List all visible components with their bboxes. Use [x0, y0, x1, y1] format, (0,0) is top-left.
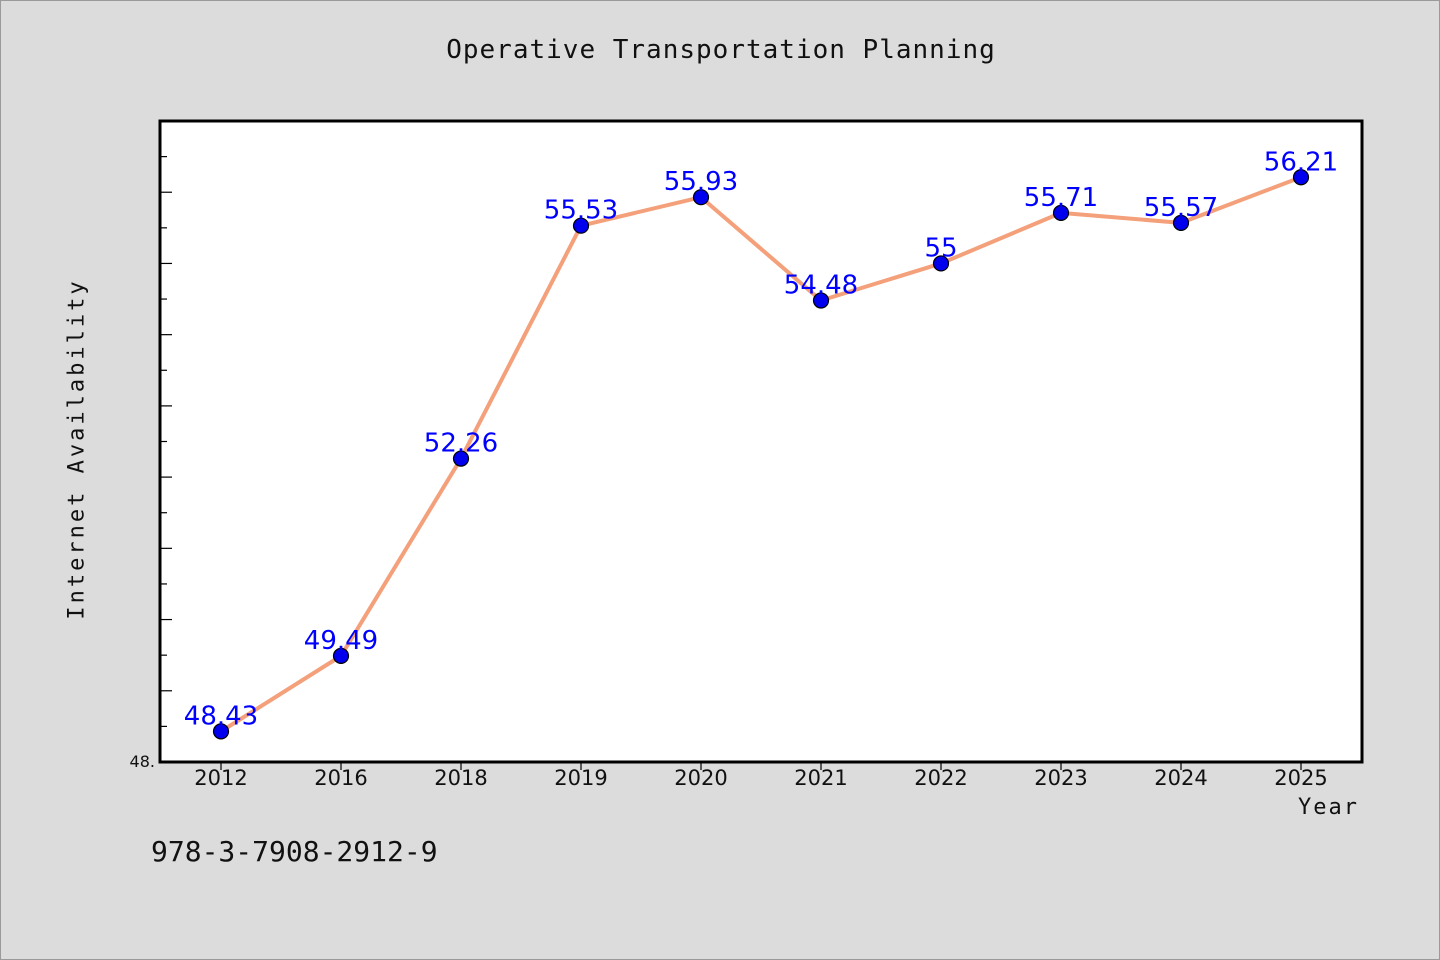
footer-id-text: 978-3-7908-2912-9	[151, 835, 438, 868]
x-axis-ticks: 2012 2016 2018 2019 2020 2021 2022 2023 2024 2025	[194, 762, 1328, 790]
data-point	[812, 292, 830, 309]
data-point	[332, 647, 350, 664]
data-label: 55.71	[1024, 183, 1098, 213]
data-markers	[212, 169, 1310, 740]
x-tick-label: 2012	[194, 766, 247, 790]
data-point	[932, 255, 950, 272]
series-line	[219, 175, 1302, 734]
data-label: 55.57	[1144, 193, 1218, 223]
x-tick-label: 2019	[554, 766, 607, 790]
x-tick-label: 2018	[434, 766, 487, 790]
data-point	[1052, 204, 1070, 221]
data-point	[692, 189, 710, 206]
data-label: 55	[924, 233, 957, 263]
plot-border	[158, 119, 1364, 764]
x-tick-label: 2025	[1274, 766, 1327, 790]
data-label: 49.49	[304, 626, 378, 656]
data-label: 54.48	[784, 270, 858, 300]
x-tick-label: 2020	[674, 766, 727, 790]
x-tick-label: 2016	[314, 766, 367, 790]
data-point	[452, 450, 470, 467]
x-tick-label: 2024	[1154, 766, 1207, 790]
data-label: 55.93	[664, 167, 738, 197]
data-point	[1292, 169, 1310, 186]
x-axis-label: Year	[1298, 795, 1359, 820]
data-point	[212, 723, 230, 740]
data-point	[1172, 214, 1190, 231]
data-label: 55.53	[544, 196, 618, 226]
plot-background	[160, 121, 1362, 762]
data-point	[572, 217, 590, 234]
data-label: 56.21	[1264, 147, 1338, 177]
x-tick-label: 2021	[794, 766, 847, 790]
data-label: 48.43	[184, 701, 258, 731]
y-min-tick-label: 48.	[130, 752, 155, 771]
data-labels: 48.43 49.49 52.26 55.53 55.93 54.48 55 55.71 55.…	[184, 147, 1338, 731]
x-tick-label: 2022	[914, 766, 967, 790]
chart-title: Operative Transportation Planning	[446, 35, 996, 65]
x-tick-label: 2023	[1034, 766, 1087, 790]
data-label: 52.26	[424, 429, 498, 459]
